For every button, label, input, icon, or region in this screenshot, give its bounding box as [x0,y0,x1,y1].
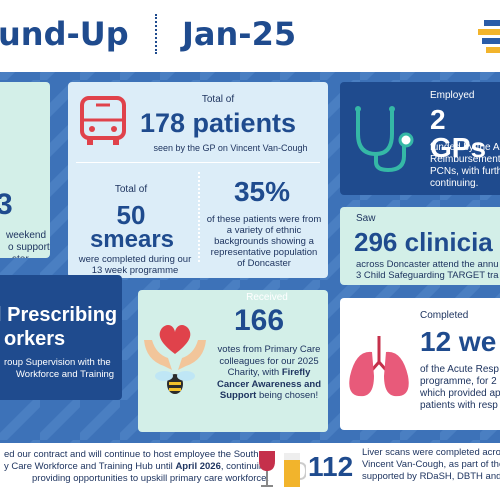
gps-text: funded by the Ac Reimbursement PCNs, wit… [430,142,500,190]
weekend-text: weekend o support ster [0,230,50,258]
liver-number: 112 [308,451,354,482]
header-date: Jan-25 [182,15,297,53]
text-line: across Doncaster attend the annu [356,259,499,270]
text-line: ster [12,254,50,258]
bottom-bar: ed our contract and will continue to hos… [0,443,500,500]
contract-text: ed our contract and will continue to hos… [4,449,269,485]
text-line: Workforce and Training [16,369,115,380]
text-line: PCNs, with furth [430,166,500,177]
text-part: y Care Workforce and Training Hub until [4,461,176,472]
header-title: und-Up [0,15,129,53]
ethnic-caption: of these patients were from a variety of… [206,214,322,269]
caption-bold: Firefly Cancer Awareness and Support [216,367,322,401]
lungs-icon [349,336,409,397]
patients-card: Total of 178 patients seen by the GP on … [68,82,328,278]
text-line: supported by RDaSH, DBTH and Pu [362,471,500,482]
drinks-icon [259,451,306,487]
clinicians-card: Saw 296 clinicia across Doncaster attend… [340,207,500,285]
liver-text: Liver scans were completed acros Vincent… [362,447,500,483]
text-line: continuing. [430,178,479,189]
text-line: weekend [6,230,47,241]
text-part: , continuing [220,461,270,472]
heart-hands-icon [144,325,206,394]
prescribing-text: roup Supervision with the Workforce and … [4,357,114,381]
smears-caption: were completed during our 13 week progra… [78,254,192,276]
patients-pre: Total of [201,94,235,105]
prescribing-headline: l Prescribing orkers [0,303,117,351]
patients-caption: seen by the GP on Vincent Van-Cough [153,143,308,153]
weeks-pre: Completed [420,310,469,321]
text-line: programme, for 2 [420,376,497,387]
text-bold: April 2026 [175,461,221,472]
logo [478,20,500,53]
caption-text: votes from Primary Care colleagues for o… [217,344,321,378]
text-line: funded by the Ac [430,142,500,153]
weeks-text: of the Acute Resp programme, for 2 which… [420,364,500,412]
text-line: which provided ap [420,388,500,399]
text-line: Liver scans were completed acros [362,447,500,458]
text-line: Reimbursement [430,154,500,165]
text-line: 3 Child Safeguarding TARGET tra [356,270,499,281]
smears-pre: Total of [114,184,148,195]
text-line: providing opportunities to upskill prima… [32,473,270,484]
text-line: Vincent Van-Cough, as part of the [362,459,500,470]
votes-card: Received 166 votes from Primary Care col… [138,290,328,432]
gps-card: Employed 2 GPs funded by the Ac Reimburs… [340,82,500,195]
votes-number: 166 [234,304,285,337]
weekend-card: 3 weekend o support ster [0,82,50,258]
text-line: roup Supervision with the [4,357,111,368]
separator [76,162,320,163]
bus-icon [80,96,126,145]
text-line: ed our contract and will continue to hos… [4,449,259,460]
smears-unit: smears [89,226,175,253]
text-line: of the Acute Resp [420,364,499,375]
weeks-card: Completed 12 we of the Acute Resp progra… [340,298,500,430]
text-line: l Prescribing [0,304,118,326]
text-line: orkers [4,328,66,350]
clinicians-text: across Doncaster attend the annu 3 Child… [356,259,499,281]
gps-pre: Employed [430,90,475,101]
stethoscope-icon [355,106,414,173]
smears-number: 50 [116,200,146,230]
clinicians-pre: Saw [356,213,376,224]
weeks-headline: 12 we [420,326,497,357]
caption-text: being chosen! [256,390,319,401]
divider [155,14,158,54]
weekend-number: 3 [0,188,13,221]
gps-headline: 2 GPs [430,104,487,163]
separator [198,172,200,262]
text-line: y Care Workforce and Training Hub until … [4,461,269,473]
ethnic-headline: 35% [233,176,291,207]
prescribing-card: l Prescribing orkers roup Supervision wi… [0,275,122,400]
votes-caption: votes from Primary Care colleagues for o… [212,344,326,402]
text-line: o support [8,242,50,253]
text-line: patients with resp [420,400,498,411]
votes-pre: Received [246,292,288,303]
clinicians-headline: 296 clinicia [354,227,493,257]
patients-headline: 178 patients [140,108,297,138]
header: und-Up Jan-25 [0,0,500,72]
